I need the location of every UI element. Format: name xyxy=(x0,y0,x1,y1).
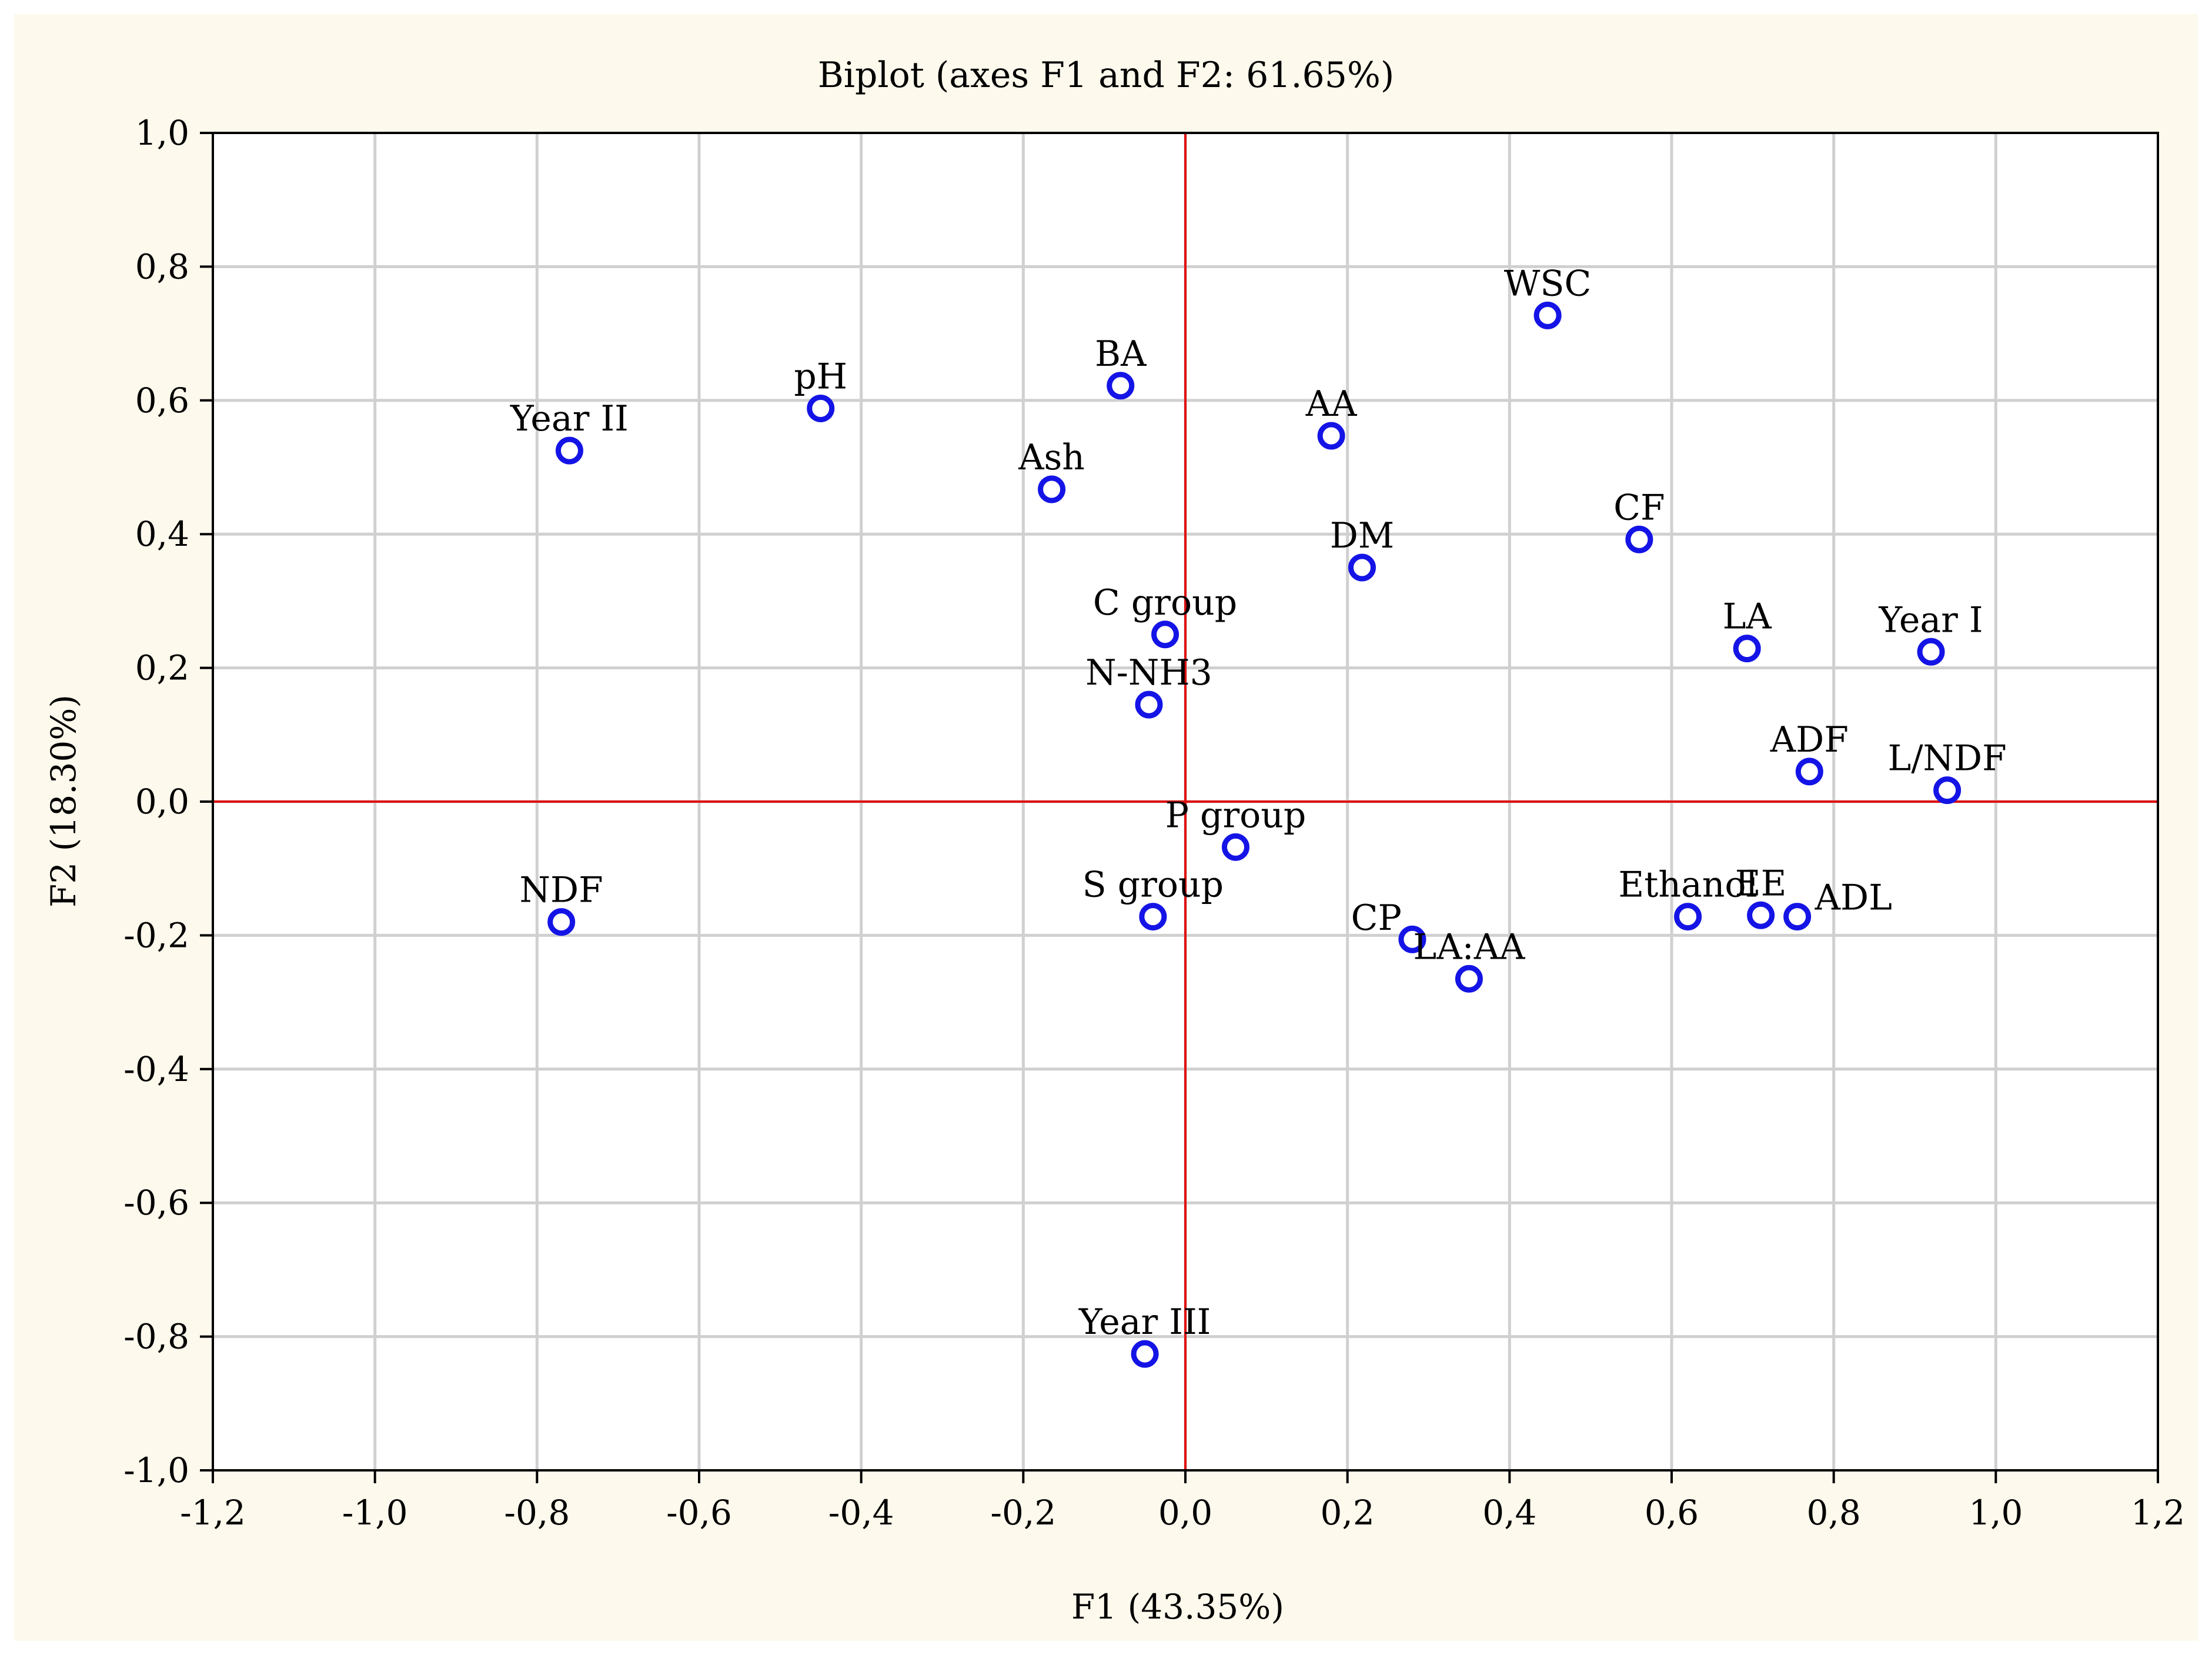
point-label: ADL xyxy=(1815,877,1892,919)
point-label: P group xyxy=(1165,795,1307,836)
data-point xyxy=(1348,553,1376,582)
point-labels: Year II pH BA Ash AA WSC CF DM C group N-NH3 LA Yea… xyxy=(510,263,2007,1343)
y-tick-label: -0,4 xyxy=(123,1049,189,1089)
data-point xyxy=(1107,372,1135,400)
data-point xyxy=(1783,903,1812,931)
x-tick-label: 0,2 xyxy=(1321,1493,1375,1533)
x-tick-label: 0,6 xyxy=(1645,1493,1699,1533)
point-label: Year III xyxy=(1078,1302,1211,1343)
y-tick-label: 0,8 xyxy=(135,246,189,286)
reference-lines xyxy=(213,133,2158,1470)
point-label: ADF xyxy=(1770,719,1849,760)
x-tick-label: -1,0 xyxy=(342,1493,408,1533)
y-tick-label: -1,0 xyxy=(123,1450,189,1490)
data-point xyxy=(1533,301,1562,329)
y-tick-label: -0,8 xyxy=(123,1317,189,1357)
x-tick-label: -0,6 xyxy=(666,1493,732,1533)
data-point xyxy=(1917,638,1945,666)
point-label: LA:AA xyxy=(1413,926,1525,967)
point-label: N-NH3 xyxy=(1085,652,1212,693)
point-label: Ash xyxy=(1018,437,1085,478)
x-tick-label: 0,4 xyxy=(1482,1493,1536,1533)
point-label: S group xyxy=(1082,865,1224,906)
point-label: LA xyxy=(1723,596,1772,638)
x-tick-label: 0,0 xyxy=(1158,1493,1212,1533)
data-point xyxy=(1674,903,1702,931)
data-point xyxy=(1038,475,1066,503)
data-point xyxy=(1747,901,1775,929)
x-tick-label: -0,4 xyxy=(828,1493,894,1533)
data-point xyxy=(1625,525,1653,553)
data-points xyxy=(547,301,1962,1368)
data-point xyxy=(1135,690,1163,719)
point-label: Year I xyxy=(1878,599,1983,640)
point-label: BA xyxy=(1095,333,1147,375)
chart-title: Biplot (axes F1 and F2: 61.65%) xyxy=(818,55,1395,96)
x-tick-label: 0,8 xyxy=(1807,1493,1861,1533)
data-point xyxy=(807,394,835,422)
point-label: NDF xyxy=(520,870,603,911)
data-point xyxy=(1151,620,1179,649)
point-label: Ethanol xyxy=(1618,865,1757,906)
point-label: CP xyxy=(1351,897,1402,939)
axis-ticks: -1,2 -1,0 -0,8 -0,6 -0,4 -0,2 0,0 0,2 0,4 0,6 0,8 1… xyxy=(123,113,2185,1533)
y-tick-label: 0,4 xyxy=(135,514,189,554)
data-point xyxy=(1317,422,1345,450)
data-point xyxy=(1139,903,1167,931)
point-label: WSC xyxy=(1504,263,1592,304)
data-point xyxy=(1131,1340,1159,1368)
y-tick-label: -0,2 xyxy=(123,915,189,955)
point-label: DM xyxy=(1330,515,1395,556)
point-label: Year II xyxy=(510,398,629,439)
point-label: C group xyxy=(1093,582,1237,623)
y-tick-label: -0,6 xyxy=(123,1183,189,1223)
data-point xyxy=(1221,833,1249,861)
x-axis-label: F1 (43.35%) xyxy=(1071,1587,1284,1627)
x-tick-label: 1,0 xyxy=(1969,1493,2023,1533)
point-label: CF xyxy=(1613,487,1665,528)
point-label: AA xyxy=(1305,383,1357,425)
x-tick-label: -0,8 xyxy=(504,1493,570,1533)
y-tick-label: 0,2 xyxy=(135,648,189,688)
data-point xyxy=(1795,758,1823,786)
x-tick-label: 1,2 xyxy=(2131,1493,2185,1533)
data-point xyxy=(1398,925,1426,953)
point-label: L/NDF xyxy=(1887,738,2006,779)
data-point xyxy=(1733,635,1761,663)
data-point xyxy=(555,436,583,465)
data-point xyxy=(1455,965,1483,993)
y-tick-label: 0,0 xyxy=(135,782,189,822)
x-tick-label: -0,2 xyxy=(990,1493,1056,1533)
y-tick-label: 1,0 xyxy=(135,113,189,153)
x-tick-label: -1,2 xyxy=(180,1493,246,1533)
y-tick-label: 0,6 xyxy=(135,381,189,421)
data-point xyxy=(547,908,576,936)
point-label: pH xyxy=(794,356,847,397)
point-label: EE xyxy=(1735,863,1787,904)
y-axis-label: F2 (18.30%) xyxy=(44,695,83,907)
data-point xyxy=(1933,776,1962,805)
